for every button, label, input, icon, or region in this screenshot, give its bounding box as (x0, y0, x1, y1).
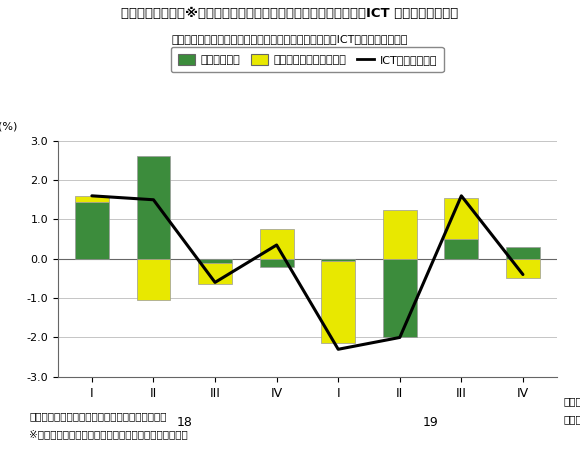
Text: （年）: （年） (564, 415, 580, 424)
Text: 18: 18 (176, 416, 192, 429)
Text: （期）: （期） (564, 396, 580, 406)
Bar (383, 210, 416, 259)
Bar (136, 157, 171, 259)
Text: 19: 19 (423, 416, 438, 429)
Bar (444, 198, 478, 239)
Bar (321, 261, 355, 343)
Bar (198, 263, 232, 284)
Bar (136, 259, 171, 300)
Bar (321, 259, 355, 261)
Bar (383, 259, 416, 337)
Bar (506, 247, 540, 259)
Text: ※ここでいう設備投資は機械受注統計で代用している。: ※ここでいう設備投資は機械受注統計で代用している。 (29, 429, 188, 439)
Bar (198, 259, 232, 263)
Bar (75, 196, 109, 202)
Text: （出所）内閣府「機械受注統計調査」より作成。: （出所）内閣府「機械受注統計調査」より作成。 (29, 411, 166, 421)
Legend: 電子計算機等, 通信機（除く携帯電話）, ICT関連設備投資: 電子計算機等, 通信機（除く携帯電話）, ICT関連設備投資 (171, 47, 444, 72)
Text: (%): (%) (0, 121, 17, 131)
Bar (260, 259, 293, 266)
Bar (260, 229, 293, 259)
Bar (444, 239, 478, 259)
Bar (506, 259, 540, 278)
Bar (75, 202, 109, 259)
Text: 図表７　設備投資※（民需、除く船舶・電力・携帯電話）に占めるICT 関連機種の寄与度: 図表７ 設備投資※（民需、除く船舶・電力・携帯電話）に占めるICT 関連機種の寄… (121, 7, 459, 20)
Text: 機械受注（民需、除く船舶・電力・携帯電話）に占めるICT関連機種の寄与度: 機械受注（民需、除く船舶・電力・携帯電話）に占めるICT関連機種の寄与度 (172, 34, 408, 44)
